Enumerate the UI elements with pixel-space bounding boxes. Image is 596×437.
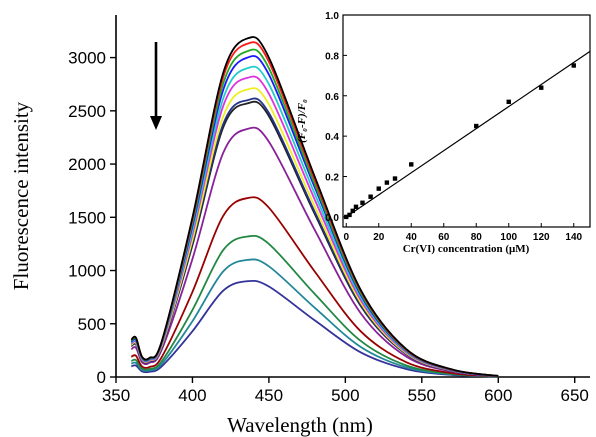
inset-data-point xyxy=(376,186,381,191)
main-plot: 350 400 450 500 550 600 650 050010001500200025… xyxy=(9,15,590,437)
x-tick-label: 650 xyxy=(561,386,589,405)
inset-x-tick-label: 120 xyxy=(533,232,550,243)
inset-plot: 0 20 40 60 80 100 120 140 0.0 0.2 0.4 0.6 0.8 1.0 Cr… xyxy=(296,11,591,255)
inset-y-tick-label: 0.6 xyxy=(325,92,339,103)
x-tick-label: 600 xyxy=(484,386,512,405)
inset-data-point xyxy=(344,214,349,220)
inset-data-point xyxy=(384,180,390,185)
inset-x-tick-label: 40 xyxy=(406,232,418,243)
inset-data-point xyxy=(392,176,398,181)
y-tick-label: 1500 xyxy=(68,208,106,227)
inset-x-tick-label: 140 xyxy=(565,232,582,243)
inset-y-tick-label: 1.0 xyxy=(325,11,339,22)
inset-y-tick-label: 0.4 xyxy=(325,132,339,143)
inset-data-point xyxy=(474,123,479,129)
y-axis-title: Fluorescence intensity xyxy=(9,101,33,290)
spectrum-series-line xyxy=(130,196,499,378)
inset-x-tick-label: 0 xyxy=(343,232,349,243)
inset-data-point xyxy=(571,63,576,68)
spectrum-series-line xyxy=(130,36,499,377)
y-tick-label: 1000 xyxy=(68,262,106,281)
inset-x-axis-title: Cr(VI) concentration (μM) xyxy=(403,243,530,255)
inset-data-point xyxy=(506,99,511,105)
spectrum-series-line xyxy=(130,279,499,378)
inset-data-point xyxy=(360,200,365,205)
x-tick-label: 550 xyxy=(408,386,436,405)
y-tick-label: 0 xyxy=(97,368,106,387)
x-tick-label: 350 xyxy=(102,386,130,405)
spectrum-series-line xyxy=(130,258,499,378)
inset-x-tick-label: 60 xyxy=(438,232,450,243)
spectrum-series-line xyxy=(130,126,499,377)
inset-data-point xyxy=(353,204,359,210)
inset-frame xyxy=(342,14,591,228)
inset-x-tick-label: 100 xyxy=(500,232,517,243)
inset-data-point xyxy=(350,208,355,214)
inset-data-point xyxy=(368,194,373,199)
inset-x-tick-label: 20 xyxy=(373,232,385,243)
inset-y-axis-title: (F₀-F)/F₀ xyxy=(296,99,308,143)
inset-y-tick-label: 0.8 xyxy=(325,51,339,62)
down-arrow-icon xyxy=(150,42,162,130)
x-axis-title: Wavelength (nm) xyxy=(227,413,373,437)
inset-data-point xyxy=(347,212,352,218)
spectrum-series-line xyxy=(131,234,499,378)
inset-data-point xyxy=(409,162,414,167)
y-tick-label: 3000 xyxy=(68,49,106,68)
x-tick-label: 450 xyxy=(255,386,283,405)
inset-x-tick-label: 80 xyxy=(471,232,483,243)
y-tick-label: 500 xyxy=(78,315,106,334)
y-tick-label: 2500 xyxy=(68,102,106,121)
y-tick-label: 2000 xyxy=(68,155,106,174)
inset-y-tick-label: 0.0 xyxy=(325,213,339,224)
inset-fit-line xyxy=(345,50,591,218)
inset-data-point xyxy=(539,85,544,90)
inset-y-tick-label: 0.2 xyxy=(325,173,339,184)
x-tick-label: 500 xyxy=(331,386,359,405)
x-tick-label: 400 xyxy=(178,386,206,405)
